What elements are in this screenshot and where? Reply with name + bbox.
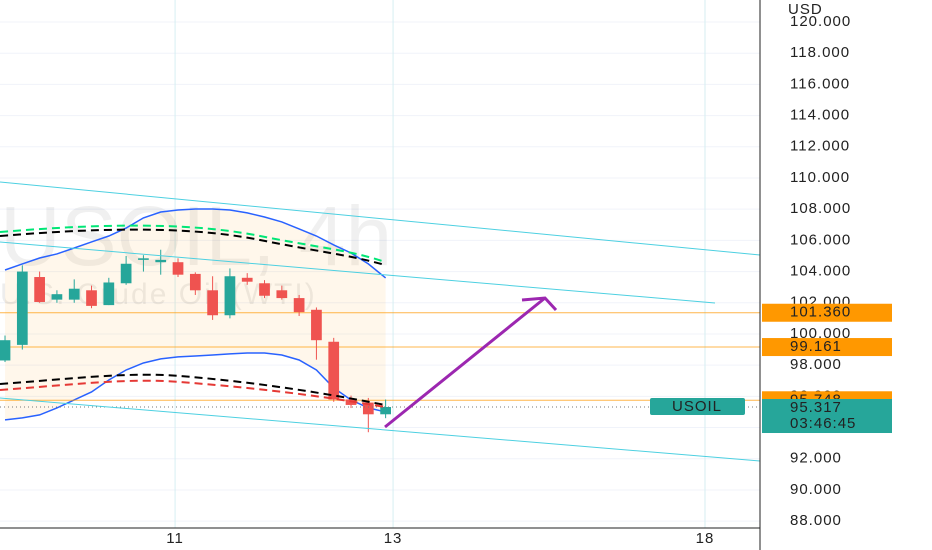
y-tick-label: 100.000 — [790, 325, 851, 342]
x-tick-label: 13 — [384, 530, 403, 547]
band-fill — [5, 209, 386, 420]
y-tick-label: 92.000 — [790, 450, 842, 467]
last-price-label: 95.317 — [790, 399, 842, 416]
candle-body — [380, 407, 391, 415]
candle-body — [259, 283, 270, 296]
currency: USD — [788, 1, 823, 18]
candle-body — [86, 290, 97, 306]
candle-body — [155, 259, 167, 263]
y-tick-label: 120.000 — [790, 13, 851, 30]
x-tick-label: 11 — [166, 530, 184, 547]
candle-body — [103, 282, 115, 306]
y-tick-label: 110.000 — [790, 169, 850, 186]
candle-body — [362, 402, 374, 415]
y-tick-label: 88.000 — [790, 512, 842, 529]
y-tick-label: 116.000 — [790, 75, 850, 92]
price-label: 101.360 — [790, 304, 851, 321]
candle-body — [138, 258, 149, 260]
countdown-label: 03:46:45 — [790, 415, 856, 432]
trend-line — [0, 241, 716, 304]
candle-body — [276, 290, 288, 299]
candle-body — [34, 277, 45, 302]
candle-body — [16, 271, 28, 345]
axes: 88.00090.00092.00094.00096.00098.000100.… — [166, 13, 892, 547]
dashed-average — [0, 373, 386, 406]
candle-body — [172, 262, 184, 275]
trend-line — [0, 397, 761, 462]
candle-body — [241, 277, 253, 282]
candle-body — [189, 273, 201, 291]
symbol-label: USOIL — [672, 398, 722, 415]
candle-body — [293, 298, 305, 313]
candle-body — [328, 341, 340, 400]
candle-body — [120, 263, 132, 284]
candle-body — [0, 340, 11, 361]
y-tick-label: 104.000 — [790, 263, 851, 280]
last-price-box — [762, 399, 892, 434]
candle-body — [311, 309, 322, 341]
arrow — [384, 296, 558, 429]
y-tick-label: 90.000 — [790, 481, 842, 498]
price-label-box — [762, 303, 892, 322]
y-tick-label: 112.000 — [790, 138, 850, 155]
symbol-box — [650, 398, 745, 416]
candle-body — [207, 290, 218, 316]
y-tick-label: 98.000 — [790, 356, 842, 373]
candle-body — [224, 276, 236, 316]
price-label: 99.161 — [790, 338, 842, 355]
candle-body — [68, 288, 80, 300]
y-tick-label: 106.000 — [790, 231, 851, 248]
price-label-box — [762, 338, 892, 357]
band-line — [4, 208, 387, 279]
dashed-average — [0, 379, 386, 408]
trend-line — [0, 181, 761, 256]
x-tick-label: 18 — [696, 530, 715, 547]
candle-body — [51, 294, 63, 300]
band-line — [4, 352, 386, 421]
y-tick-label: 108.000 — [790, 200, 851, 217]
y-tick-label: 118.000 — [790, 44, 850, 61]
y-tick-label: 114.000 — [790, 107, 850, 124]
watermark: USOIL, 4h — [0, 189, 392, 283]
